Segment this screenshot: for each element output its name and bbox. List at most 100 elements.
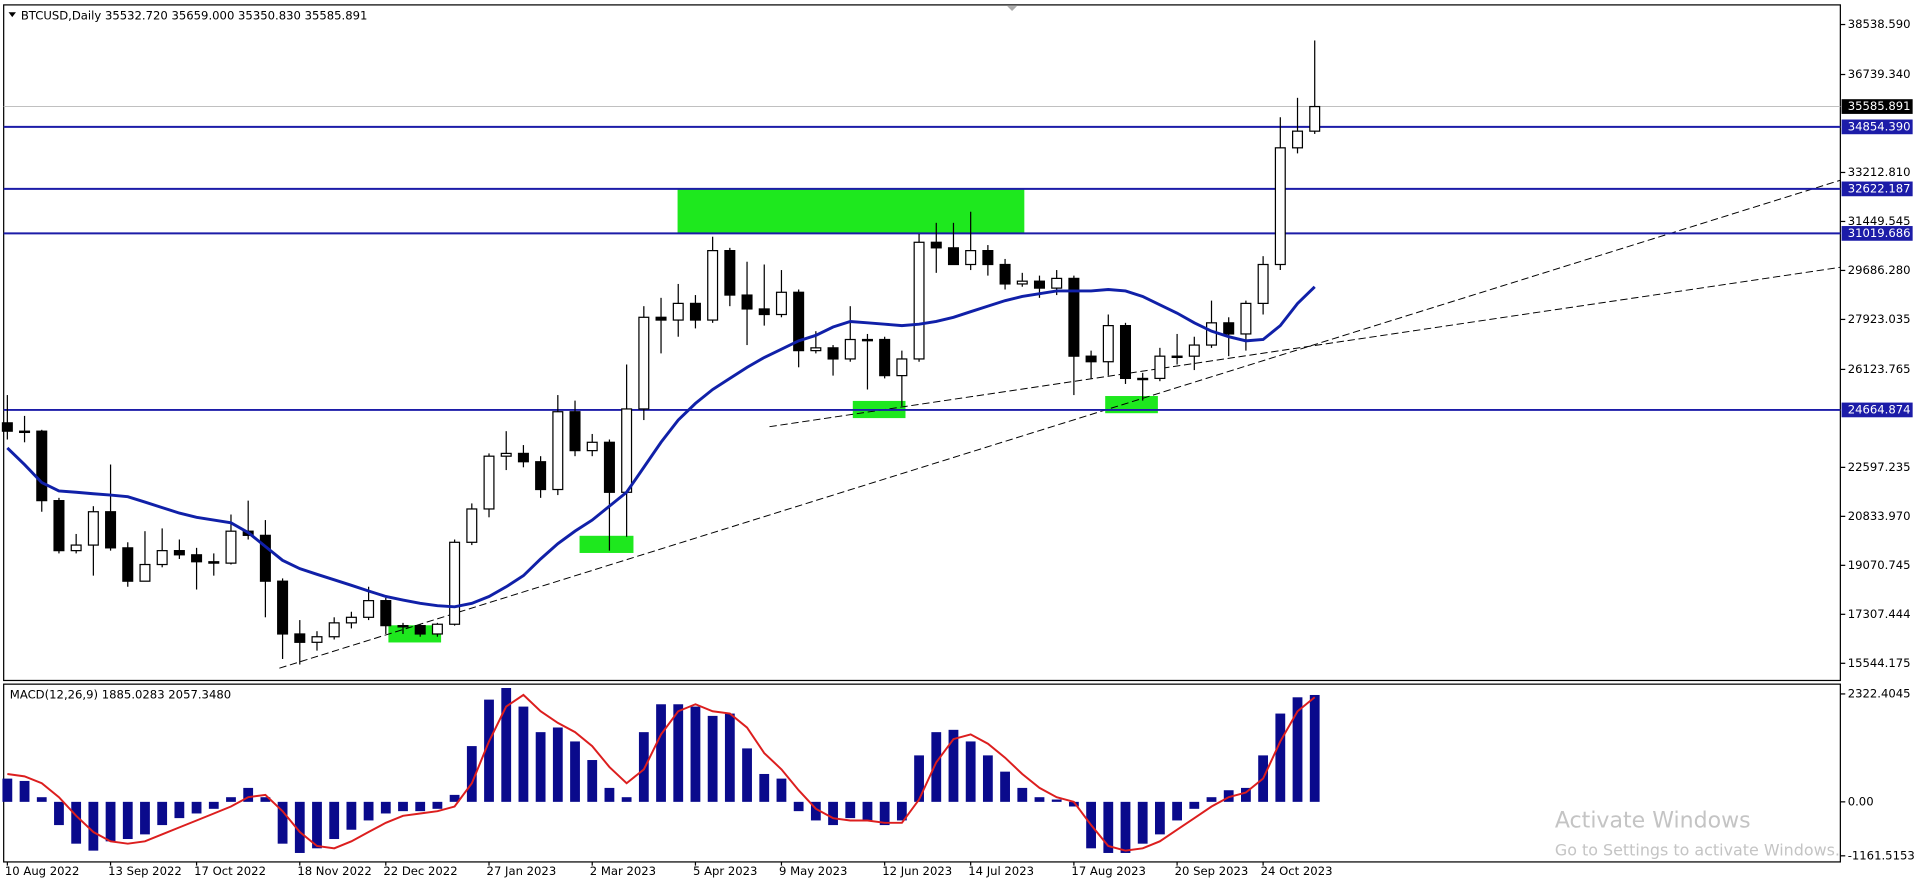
- macd-bar: [191, 801, 202, 814]
- candle-body: [810, 347, 822, 352]
- candle-body: [1274, 147, 1286, 266]
- candle-body: [87, 511, 99, 546]
- candle-body: [535, 461, 547, 491]
- zone: [579, 535, 634, 553]
- level-badge: [1841, 226, 1913, 241]
- macd-bar: [742, 748, 752, 802]
- y-tick-label: 15544.175: [1848, 656, 1911, 670]
- candle-body: [105, 511, 117, 549]
- macd-bar: [570, 741, 580, 802]
- macd-bar: [793, 801, 804, 812]
- macd-bar: [19, 780, 30, 802]
- candle-body: [431, 623, 443, 635]
- menu-arrow[interactable]: [8, 12, 16, 18]
- macd-bar: [1137, 801, 1148, 844]
- candle-body: [36, 430, 48, 502]
- price-panel: [3, 4, 1841, 682]
- macd-bar: [707, 715, 718, 802]
- macd-bar: [449, 794, 460, 802]
- candle-body: [1171, 355, 1183, 359]
- candle-body: [1033, 280, 1045, 289]
- candle-body: [208, 561, 220, 564]
- x-tick-label: 20 Sep 2023: [1175, 864, 1249, 878]
- macd-bar: [879, 801, 890, 826]
- candle-body: [1154, 355, 1166, 380]
- y-tick-label: 22597.235: [1848, 460, 1911, 474]
- trendline: [769, 266, 1841, 428]
- macd-bar: [965, 741, 976, 802]
- candle-body: [1051, 277, 1063, 289]
- macd-bar: [380, 801, 391, 814]
- candle-body: [552, 411, 564, 491]
- macd-bar: [226, 797, 236, 802]
- candle-body: [775, 291, 787, 316]
- x-tick-label: 13 Sep 2022: [108, 864, 182, 878]
- macd-bar: [1309, 694, 1320, 802]
- candle-body: [827, 347, 839, 360]
- y-tick-label: 29686.280: [1848, 263, 1911, 277]
- chart-title: BTCUSD,Daily 35532.720 35659.000 35350.8…: [21, 8, 368, 22]
- macd-bar: [243, 787, 254, 802]
- moving-average: [6, 285, 1316, 609]
- candle-body: [1309, 105, 1321, 132]
- candle-body: [173, 550, 185, 556]
- macd-bar: [828, 801, 838, 826]
- y-tick-label: 0.00: [1848, 794, 1874, 808]
- macd-bar: [673, 704, 684, 802]
- level-badge: [1841, 181, 1913, 197]
- candle-body: [53, 500, 65, 552]
- macd-bar: [535, 732, 546, 802]
- candle-body: [638, 316, 650, 410]
- candle-body: [1102, 325, 1114, 363]
- macd-bar: [1189, 801, 1200, 809]
- watermark-subtitle: Go to Settings to activate Windows.: [1555, 840, 1840, 859]
- candle-body: [156, 550, 168, 566]
- x-tick-label: 9 May 2023: [779, 864, 847, 878]
- macd-bar: [1172, 801, 1182, 821]
- candle-body: [328, 622, 340, 638]
- candle-body: [294, 633, 306, 643]
- x-tick-label: 17 Aug 2023: [1071, 864, 1145, 878]
- candle-body: [311, 636, 323, 643]
- x-tick-label: 17 Oct 2022: [194, 864, 266, 878]
- macd-bar: [638, 732, 649, 802]
- candle-body: [139, 563, 151, 582]
- macd-bar: [312, 801, 322, 849]
- macd-bar: [260, 797, 271, 802]
- candle-body: [517, 452, 529, 463]
- x-tick-label: 2 Mar 2023: [590, 864, 656, 878]
- candle-body: [1, 422, 13, 432]
- macd-bar: [518, 706, 529, 802]
- x-tick-label: 24 Oct 2023: [1261, 864, 1333, 878]
- candle-body: [861, 338, 873, 342]
- candle-body: [930, 241, 942, 249]
- candle-body: [569, 411, 581, 452]
- y-tick-label: -1161.5153: [1848, 848, 1915, 862]
- candle-body: [1137, 377, 1149, 381]
- macd-bar: [845, 801, 856, 819]
- macd-bar: [759, 773, 770, 802]
- macd-bar: [1241, 787, 1251, 802]
- x-tick-label: 22 Dec 2022: [383, 864, 457, 878]
- macd-bar: [656, 704, 666, 802]
- x-tick-label: 27 Jan 2023: [487, 864, 557, 878]
- level-label: 31019.686: [1848, 226, 1911, 240]
- level-badge: [1841, 119, 1913, 135]
- macd-bar: [140, 801, 150, 835]
- candle-body: [363, 600, 375, 618]
- candle-body: [1188, 344, 1200, 357]
- macd-bar: [122, 801, 133, 840]
- candle-body: [741, 294, 753, 310]
- macd-bar: [501, 688, 512, 802]
- signal-line: [7, 693, 1316, 852]
- macd-bar: [1051, 799, 1062, 802]
- macd-bar: [174, 801, 185, 819]
- candle-body: [1292, 130, 1304, 149]
- candle-body: [896, 358, 908, 377]
- macd-bar: [157, 801, 168, 826]
- candle-body: [414, 625, 426, 635]
- macd-bar: [88, 801, 99, 851]
- macd-bar: [810, 801, 821, 821]
- macd-bar: [587, 760, 598, 802]
- macd-bar: [776, 778, 787, 802]
